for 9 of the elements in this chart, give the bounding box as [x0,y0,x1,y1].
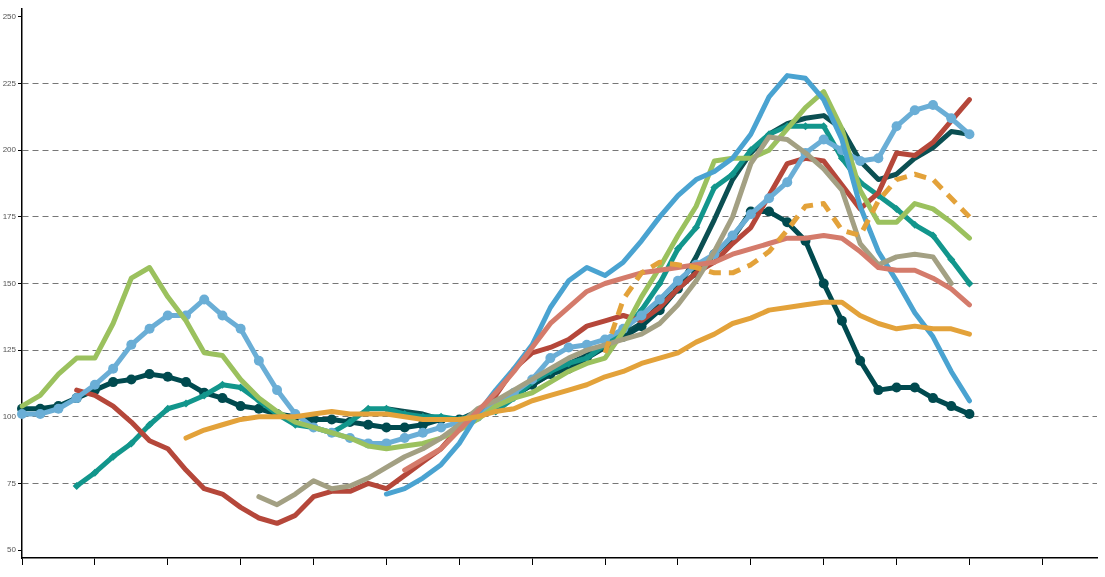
y-tick-label: 150 [2,278,17,288]
y-tick-label: 125 [2,345,17,355]
y-tick-label: 100 [2,411,17,421]
y-tick-label: 225 [2,78,17,88]
y-tick-label: 250 [2,12,17,22]
y-tick-label: 200 [2,145,17,155]
y-tick-label: 50 [7,545,17,555]
y-tick-label: 75 [7,478,17,488]
y-tick-label: 175 [2,212,17,222]
